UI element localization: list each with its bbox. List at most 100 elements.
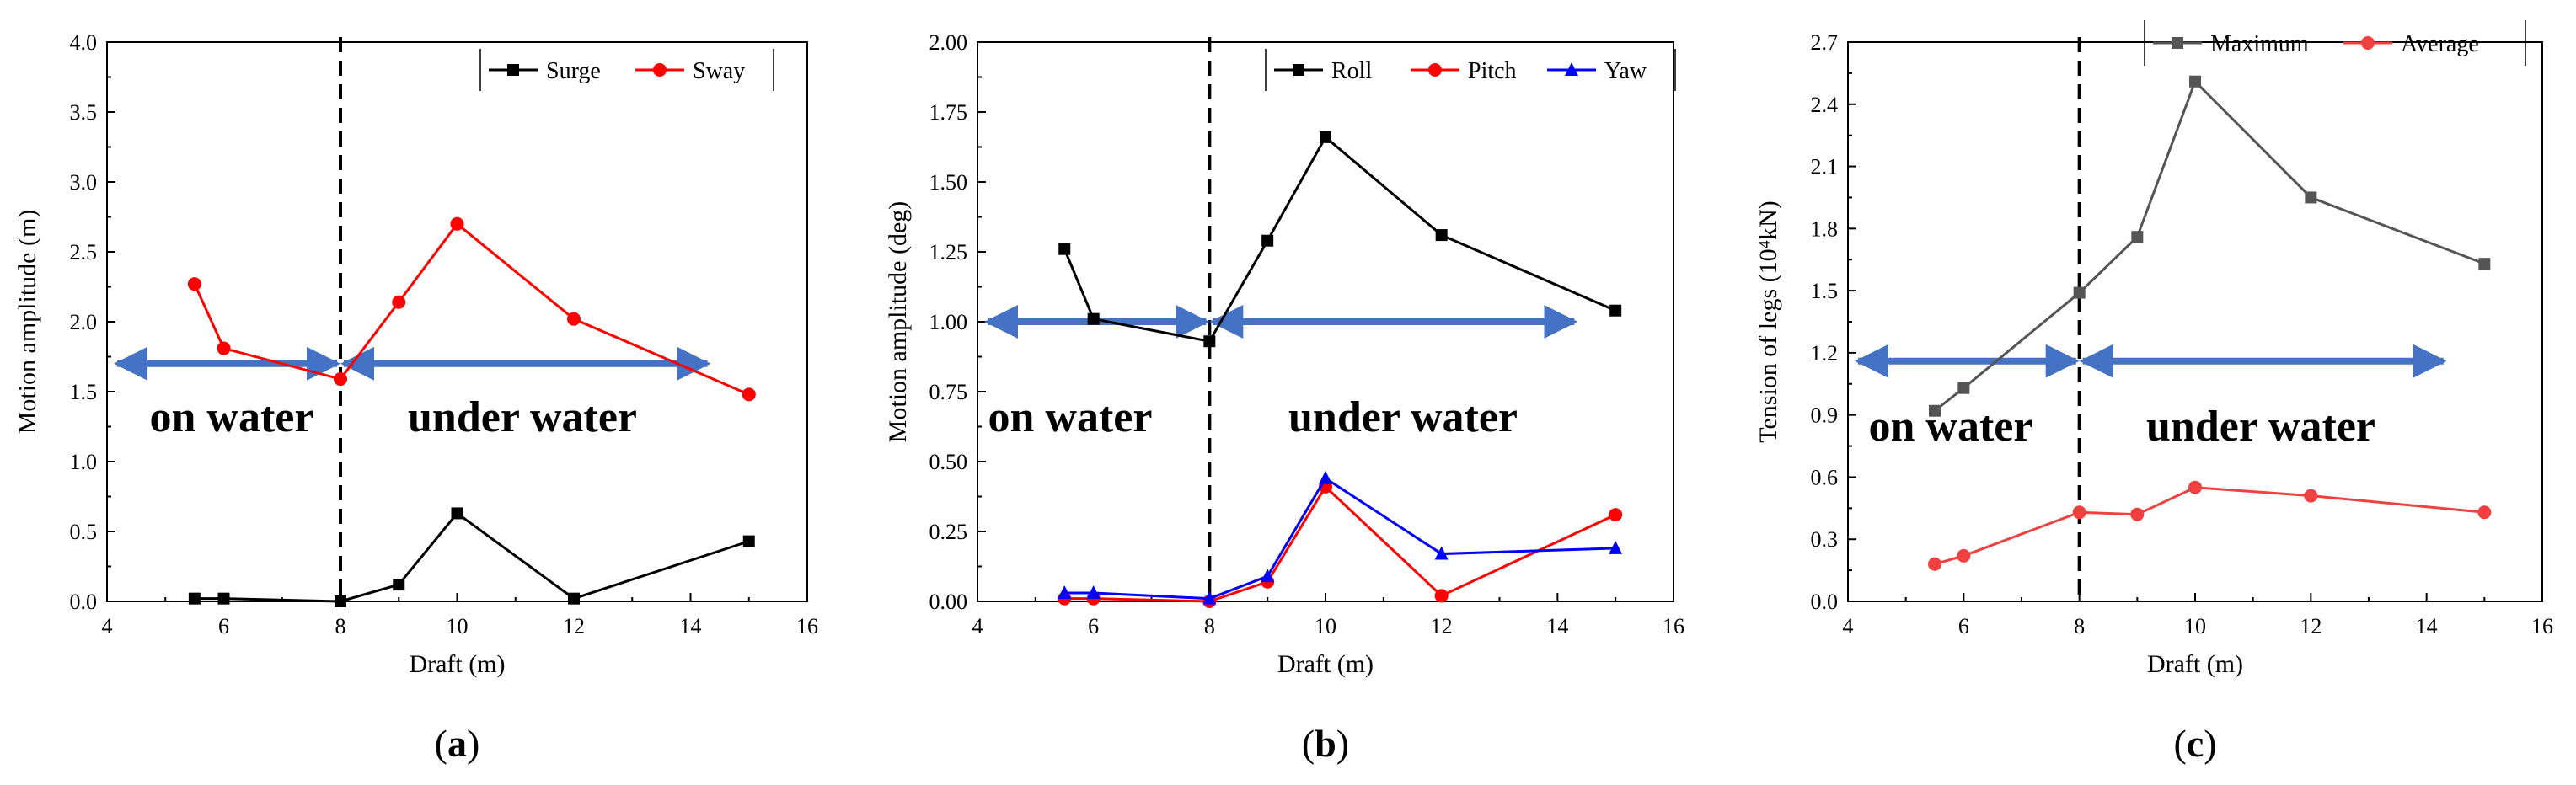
data-point-maximum: [2073, 286, 2086, 299]
data-point-maximum: [2131, 231, 2144, 243]
data-point-sway: [334, 372, 347, 387]
y-tick-label: 2.1: [1811, 155, 1839, 179]
legend-label-roll: Roll: [1331, 58, 1372, 84]
data-point-sway: [217, 341, 231, 355]
x-tick-label: 16: [2531, 614, 2553, 638]
x-tick-label: 16: [1663, 614, 1684, 638]
y-tick-label: 1.00: [929, 310, 968, 334]
caption-close-paren: ): [1336, 722, 1349, 765]
data-point-roll: [1609, 304, 1622, 317]
legend-marker-pitch: [1428, 63, 1442, 77]
y-axis-title: Motion amplitude (m): [13, 210, 41, 435]
data-point-average: [2072, 505, 2086, 520]
x-tick-label: 16: [796, 614, 818, 638]
data-point-surge: [217, 592, 230, 605]
y-axis-title: Tension of legs (10⁴kN): [1754, 200, 1782, 442]
data-point-average: [2477, 505, 2492, 520]
legend-marker-maximum: [2172, 37, 2183, 49]
data-point-sway: [567, 312, 581, 326]
data-point-roll: [1435, 229, 1448, 242]
x-tick-label: 14: [2416, 614, 2438, 638]
x-tick-label: 10: [2184, 614, 2206, 638]
x-axis-title: Draft (m): [1277, 650, 1374, 678]
data-point-pitch: [1434, 589, 1449, 603]
legend-marker-average: [2361, 36, 2375, 50]
x-tick-label: 12: [1431, 614, 1453, 638]
y-tick-label: 2.7: [1811, 30, 1839, 55]
x-tick-label: 12: [563, 614, 585, 638]
y-tick-label: 0.0: [1811, 590, 1839, 614]
y-tick-label: 0.25: [929, 520, 968, 544]
data-point-roll: [1320, 131, 1331, 143]
data-point-roll: [1058, 243, 1071, 255]
caption-letter: a: [447, 722, 467, 765]
x-axis-title: Draft (m): [2147, 650, 2243, 678]
data-point-surge: [451, 507, 463, 520]
panel-c: 4 6 8 10 12 14 16 0.0 0.3 0.6 0.9 1.2 1.5 1.8 2.1 2.4 2.…: [1754, 20, 2553, 765]
panel-caption: (a): [435, 722, 480, 765]
data-point-yaw: [1086, 585, 1101, 600]
data-point-sway: [742, 387, 756, 402]
legend-label-maximum: Maximum: [2210, 31, 2309, 57]
legend-label-pitch: Pitch: [1468, 58, 1517, 84]
y-tick-label: 2.0: [70, 310, 98, 334]
data-point-yaw: [1261, 569, 1275, 583]
data-point-yaw: [1319, 470, 1332, 484]
y-axis-title: Motion amplitude (deg): [884, 201, 912, 443]
y-tick-label: 0.9: [1811, 403, 1839, 428]
x-tick-label: 8: [2074, 614, 2085, 638]
data-point-average: [2188, 480, 2202, 494]
data-point-average: [2130, 507, 2145, 521]
data-point-sway: [392, 295, 406, 309]
data-point-roll: [1261, 234, 1274, 247]
x-tick-label: 12: [2300, 614, 2322, 638]
panel-a: 4 6 8 10 12 14 16 0.0 0.5 1.0 1.5 2.0 2.5 3.0 3.5 4.0 Dr…: [13, 30, 818, 765]
panel-caption: (b): [1302, 722, 1349, 765]
y-tick-label: 4.0: [70, 30, 98, 55]
on-water-label: on water: [150, 393, 314, 441]
data-point-yaw: [1202, 590, 1217, 605]
legend-marker-sway: [653, 63, 667, 77]
x-tick-label: 10: [447, 614, 469, 638]
data-point-yaw: [1058, 585, 1072, 600]
y-tick-label: 1.8: [1811, 216, 1839, 241]
legend-marker-surge: [507, 64, 519, 76]
x-tick-label: 4: [1843, 614, 1854, 638]
y-tick-label: 3.5: [70, 100, 98, 125]
y-tick-label: 0.5: [70, 520, 98, 544]
x-tick-label: 6: [1088, 614, 1099, 638]
y-tick-label: 1.50: [929, 170, 968, 195]
legend-label-surge: Surge: [546, 58, 601, 84]
on-water-label: on water: [1869, 403, 2033, 451]
data-point-sway: [450, 216, 464, 231]
data-point-surge: [393, 579, 405, 591]
data-point-sway: [187, 277, 201, 291]
data-point-yaw: [1434, 546, 1449, 560]
y-tick-label: 1.5: [70, 380, 98, 404]
y-tick-label: 0.3: [1811, 527, 1839, 552]
y-tick-label: 0.50: [929, 450, 968, 474]
y-tick-label: 2.4: [1811, 93, 1839, 117]
legend-label-sway: Sway: [693, 58, 745, 84]
x-tick-label: 6: [218, 614, 229, 638]
data-point-roll: [1087, 312, 1100, 325]
series-line-pitch: [1064, 484, 1616, 603]
data-point-maximum: [2189, 75, 2201, 88]
x-axis-title: Draft (m): [409, 650, 505, 678]
panel-caption: (c): [2173, 722, 2216, 765]
series-line-surge: [194, 511, 750, 603]
y-tick-label: 0.75: [929, 380, 968, 404]
y-tick-label: 0.6: [1811, 465, 1839, 489]
y-tick-label: 0.00: [929, 590, 968, 614]
under-water-label: under water: [408, 393, 637, 441]
y-tick-label: 3.0: [70, 170, 98, 195]
caption-open-paren: (: [1302, 722, 1315, 765]
legend-label-yaw: Yaw: [1604, 58, 1647, 84]
x-tick-label: 10: [1315, 614, 1336, 638]
data-point-average: [1957, 548, 1971, 563]
under-water-label: under water: [2146, 403, 2375, 451]
y-tick-label: 2.00: [929, 30, 968, 55]
data-point-average: [2304, 489, 2318, 503]
